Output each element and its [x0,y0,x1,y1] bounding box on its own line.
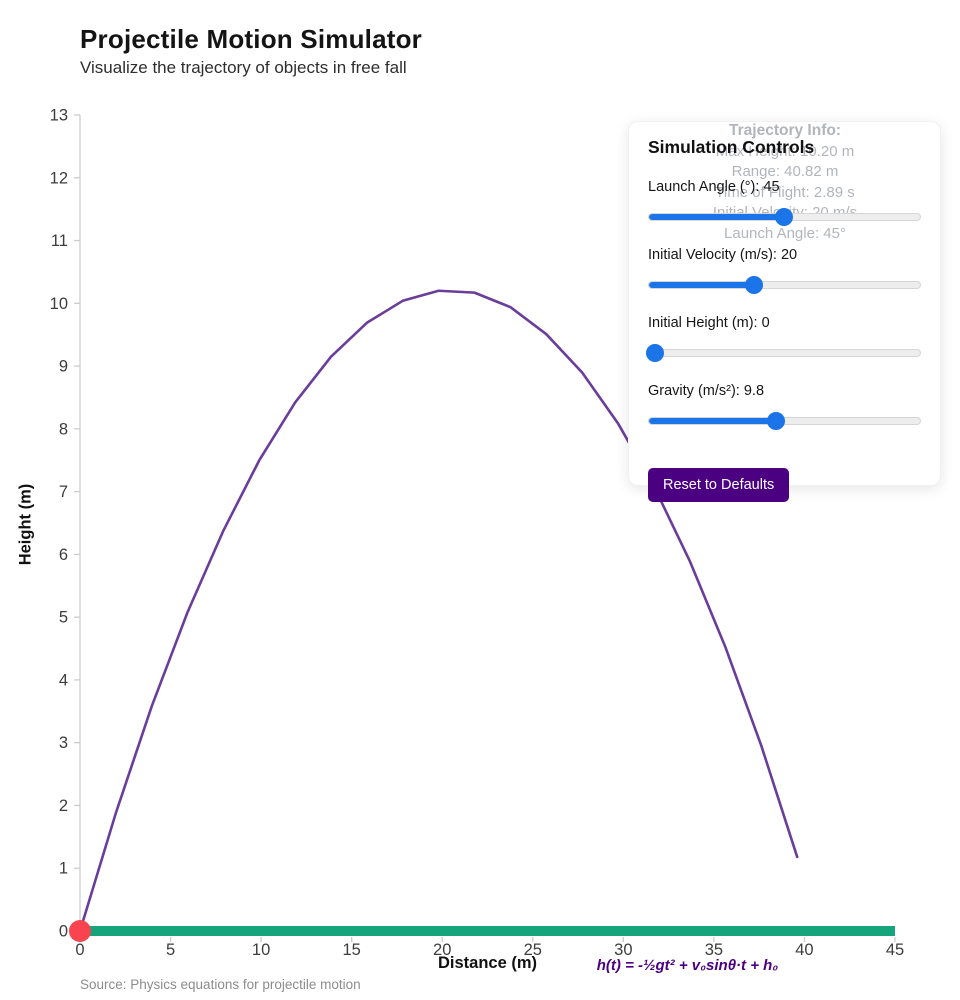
y-axis-label: Height (m) [16,483,35,566]
page-header: Projectile Motion Simulator Visualize th… [80,24,422,78]
controls-panel-title: Simulation Controls [648,137,815,157]
x-axis: 0 5 10 15 20 25 30 35 40 45 [75,937,904,959]
projectile-marker [69,920,91,942]
controls-panel-background [628,121,941,486]
initial-velocity-slider-track[interactable] [648,281,921,289]
physics-formula: h(t) = -½gt² + v₀sinθ·t + h₀ [596,957,779,974]
initial-height-slider-thumb[interactable] [645,344,664,362]
slider-group-gravity: Gravity (m/s²): 9.8 [648,383,921,430]
launch-angle-slider-fill [649,214,784,220]
x-tick-label: 5 [166,941,175,959]
y-tick-label: 12 [50,169,68,187]
y-tick-label: 3 [59,734,68,752]
x-tick-label: 10 [252,941,270,959]
gravity-slider[interactable] [648,412,921,430]
y-tick-label: 4 [59,671,68,689]
x-tick-label: 30 [614,941,632,959]
x-tick-label: 15 [342,941,360,959]
gravity-label: Gravity (m/s²): 9.8 [648,383,765,399]
gravity-slider-fill [649,418,777,424]
slider-group-launch-angle: Launch Angle (°): 45 [648,179,921,226]
gravity-slider-thumb[interactable] [767,412,786,430]
y-tick-label: 10 [50,295,68,313]
sliders-container: Launch Angle (°): 45 Initial Velocity (m/… [645,179,921,430]
launch-angle-slider-thumb[interactable] [774,208,793,226]
y-tick-label: 7 [59,483,68,501]
x-tick-label: 0 [75,941,84,959]
y-tick-label: 2 [59,797,68,815]
source-caption: Source: Physics equations for projectile… [80,977,361,992]
trajectory-curve [78,289,799,933]
y-tick-label: 11 [51,232,68,250]
initial-velocity-slider-fill [649,282,755,288]
simulation-controls-panel: Simulation Controls Launch Angle (°): 45… [628,121,941,518]
projectile-dot [69,920,91,942]
y-tick-label: 0 [59,923,68,941]
initial-height-label: Initial Height (m): 0 [648,315,770,331]
y-tick-label: 6 [59,546,68,564]
x-tick-label: 45 [886,941,904,959]
slider-group-initial-velocity: Initial Velocity (m/s): 20 [648,247,921,294]
x-tick-label: 40 [795,941,813,959]
y-tick-label: 8 [59,420,68,438]
slider-group-initial-height: Initial Height (m): 0 [645,315,921,362]
x-tick-label: 25 [524,941,542,959]
trajectory-polyline [78,289,799,933]
launch-angle-slider[interactable] [648,208,921,226]
initial-velocity-slider-thumb[interactable] [745,276,764,294]
x-tick-label: 35 [705,941,723,959]
y-tick-label: 13 [50,107,68,125]
x-axis-label: Distance (m) [437,954,538,972]
launch-angle-label: Launch Angle (°): 45 [648,179,780,195]
page-title: Projectile Motion Simulator [80,24,422,54]
initial-height-slider-track[interactable] [648,349,921,357]
page-subtitle: Visualize the trajectory of objects in f… [80,58,407,77]
y-tick-label: 9 [59,358,68,376]
y-tick-label: 5 [59,609,68,627]
x-tick-label: 20 [433,941,451,959]
initial-height-slider[interactable] [645,344,921,362]
reset-to-defaults-button[interactable]: Reset to Defaults [648,468,790,502]
y-tick-label: 1 [59,860,68,878]
initial-velocity-slider[interactable] [648,276,921,294]
initial-velocity-label: Initial Velocity (m/s): 20 [648,247,798,263]
